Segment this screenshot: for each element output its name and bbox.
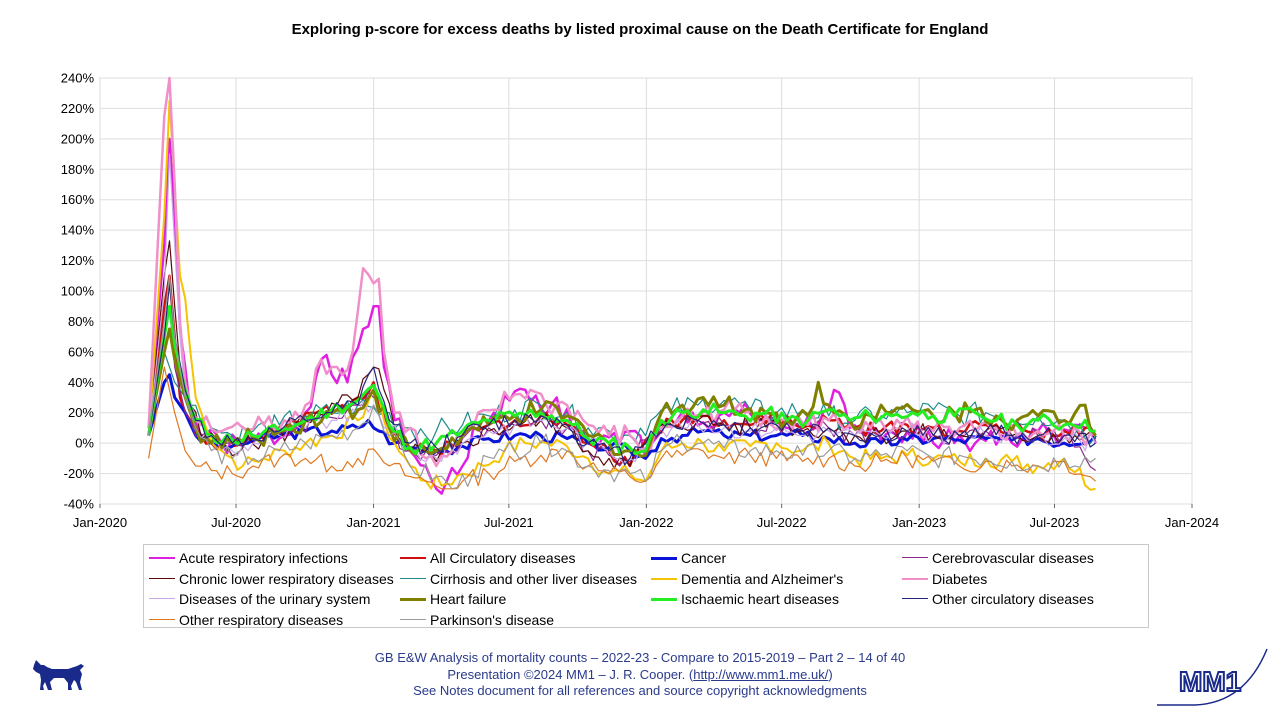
series-line [148, 305, 1096, 471]
y-tick-label: 0% [75, 436, 94, 451]
y-tick-label: 200% [61, 131, 95, 146]
footer-line-1: GB E&W Analysis of mortality counts – 20… [374, 650, 906, 665]
footer-line-3: See Notes document for all references an… [413, 683, 867, 698]
legend-swatch [149, 577, 175, 579]
x-axis: Jan-2020 Jul-2020 Jan-2021 Jul-2021 Jan-2022… [73, 504, 1219, 530]
y-tick-label: -40% [64, 497, 95, 512]
legend-swatch [400, 577, 426, 579]
series-line [148, 282, 1096, 466]
series-line [148, 366, 1096, 490]
dog-logo-icon [33, 660, 84, 690]
y-tick-label: 180% [61, 162, 95, 177]
legend-swatch [902, 577, 928, 580]
series-group [147, 76, 1097, 495]
footer-prefix: Presentation ©2024 MM1 – J. R. Cooper. ( [447, 666, 694, 682]
mm1-logo-icon: MM1 [1157, 648, 1268, 706]
legend-label: Ischaemic heart diseases [681, 591, 839, 607]
y-tick-label: 240% [61, 71, 95, 86]
footer-line-2: Presentation ©2024 MM1 – J. R. Cooper. (… [0, 667, 1280, 684]
y-tick-label: 60% [68, 344, 94, 359]
chart-title: Exploring p-score for excess deaths by l… [291, 21, 989, 38]
legend-swatch [651, 557, 677, 560]
legend-label: Other circulatory diseases [932, 591, 1094, 607]
legend-swatch [902, 598, 928, 599]
legend-label: All Circulatory diseases [430, 550, 576, 566]
footer-suffix: ) [828, 666, 833, 682]
legend-swatch [902, 557, 928, 558]
legend-swatch [149, 557, 175, 559]
legend-swatch [400, 557, 426, 559]
legend-swatch [651, 577, 677, 580]
legend-label: Diseases of the urinary system [179, 591, 371, 607]
x-tick-label: Jan-2023 [892, 515, 946, 530]
x-tick-label: Jan-2024 [1165, 515, 1219, 530]
legend-swatch [149, 598, 175, 599]
legend-label: Parkinson's disease [430, 611, 555, 628]
legend-label: Other respiratory diseases [179, 611, 344, 628]
legend-label: Chronic lower respiratory diseases [179, 570, 394, 587]
y-tick-label: 220% [61, 101, 95, 116]
y-tick-label: 20% [68, 405, 94, 420]
x-tick-label: Jul-2022 [757, 515, 807, 530]
legend-label: Acute respiratory infections [179, 550, 348, 566]
website-link[interactable]: http://www.mm1.me.uk/ [693, 666, 829, 682]
x-tick-label: Jul-2023 [1030, 515, 1080, 530]
x-tick-label: Jan-2022 [619, 515, 673, 530]
legend-swatch [149, 618, 175, 620]
series-line [148, 275, 1096, 490]
mm1-logo-text: MM1 [1179, 666, 1241, 697]
y-tick-label: 100% [61, 284, 95, 299]
series-line [147, 99, 1096, 491]
chart: -40% -20% 0% 20% 40% 60% 80% 100% 120% 140% 160% 18… [61, 71, 1219, 531]
y-tick-label: 40% [68, 375, 94, 390]
legend-label: Dementia and Alzheimer's [681, 570, 844, 587]
x-tick-label: Jan-2020 [73, 515, 127, 530]
legend-swatch [400, 618, 426, 620]
footer: GB E&W Analysis of mortality counts – 20… [0, 650, 1280, 700]
y-axis: -40% -20% 0% 20% 40% 60% 80% 100% 120% 140% 160% 18… [61, 71, 95, 512]
y-tick-label: -20% [64, 466, 95, 481]
x-tick-label: Jul-2020 [211, 515, 261, 530]
legend: Acute respiratory infections All Circulat… [143, 544, 1149, 628]
y-tick-label: 120% [61, 253, 95, 268]
x-tick-label: Jul-2021 [484, 515, 534, 530]
y-tick-label: 140% [61, 223, 95, 238]
y-tick-label: 160% [61, 192, 95, 207]
legend-label: Cirrhosis and other liver diseases [430, 570, 637, 587]
legend-swatch [400, 598, 426, 601]
gridlines [99, 77, 1193, 505]
legend-label: Heart failure [430, 591, 507, 607]
x-tick-label: Jan-2021 [346, 515, 400, 530]
legend-label: Cerebrovascular diseases [932, 550, 1094, 566]
legend-label: Diabetes [932, 570, 988, 587]
y-tick-label: 80% [68, 314, 94, 329]
legend-swatch [651, 598, 677, 601]
legend-label: Cancer [681, 550, 727, 566]
